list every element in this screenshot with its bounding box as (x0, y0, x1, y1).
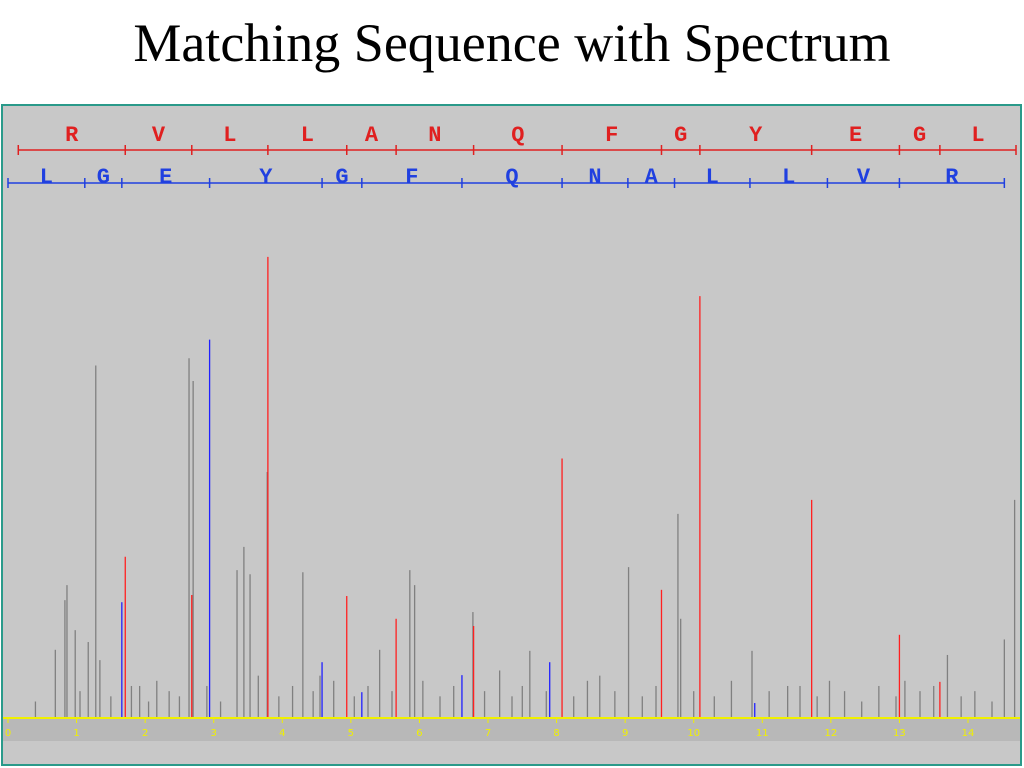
residue-label: N (588, 165, 601, 190)
x-tick-label: 5 (348, 728, 354, 739)
x-tick-label: 0 (5, 728, 11, 739)
residue-label: Q (511, 123, 524, 148)
residue-label: G (97, 165, 110, 190)
x-tick-label: 12 (824, 728, 837, 739)
residue-label: F (405, 165, 418, 190)
axis-band (3, 717, 1020, 741)
residue-label: Y (749, 123, 763, 148)
residue-label: G (335, 165, 348, 190)
residue-label: L (301, 123, 314, 148)
x-tick-label: 14 (962, 728, 975, 739)
residue-label: L (40, 165, 53, 190)
x-tick-label: 1 (73, 728, 79, 739)
residue-label: E (159, 165, 172, 190)
residue-label: A (645, 165, 659, 190)
residue-label: V (152, 123, 166, 148)
x-tick-label: 8 (553, 728, 559, 739)
residue-label: V (857, 165, 871, 190)
residue-label: F (605, 123, 618, 148)
x-tick-label: 2 (142, 728, 148, 739)
x-tick-label: 9 (622, 728, 628, 739)
residue-label: L (971, 123, 984, 148)
residue-label: L (223, 123, 236, 148)
residue-label: G (913, 123, 926, 148)
residue-label: Y (259, 165, 273, 190)
x-tick-label: 6 (416, 728, 422, 739)
x-tick-label: 10 (687, 728, 700, 739)
chart-panel (1, 104, 1022, 766)
residue-label: R (945, 165, 959, 190)
residue-label: L (782, 165, 795, 190)
x-tick-label: 3 (211, 728, 217, 739)
residue-label: L (706, 165, 719, 190)
x-tick-label: 7 (485, 728, 491, 739)
slide-title: Matching Sequence with Spectrum (133, 13, 891, 73)
residue-label: A (365, 123, 379, 148)
residue-label: R (65, 123, 79, 148)
residue-label: E (849, 123, 862, 148)
x-tick-label: 11 (756, 728, 769, 739)
residue-label: G (674, 123, 687, 148)
x-tick-label: 13 (893, 728, 906, 739)
residue-label: N (428, 123, 441, 148)
x-tick-label: 4 (279, 728, 285, 739)
residue-label: Q (505, 165, 518, 190)
